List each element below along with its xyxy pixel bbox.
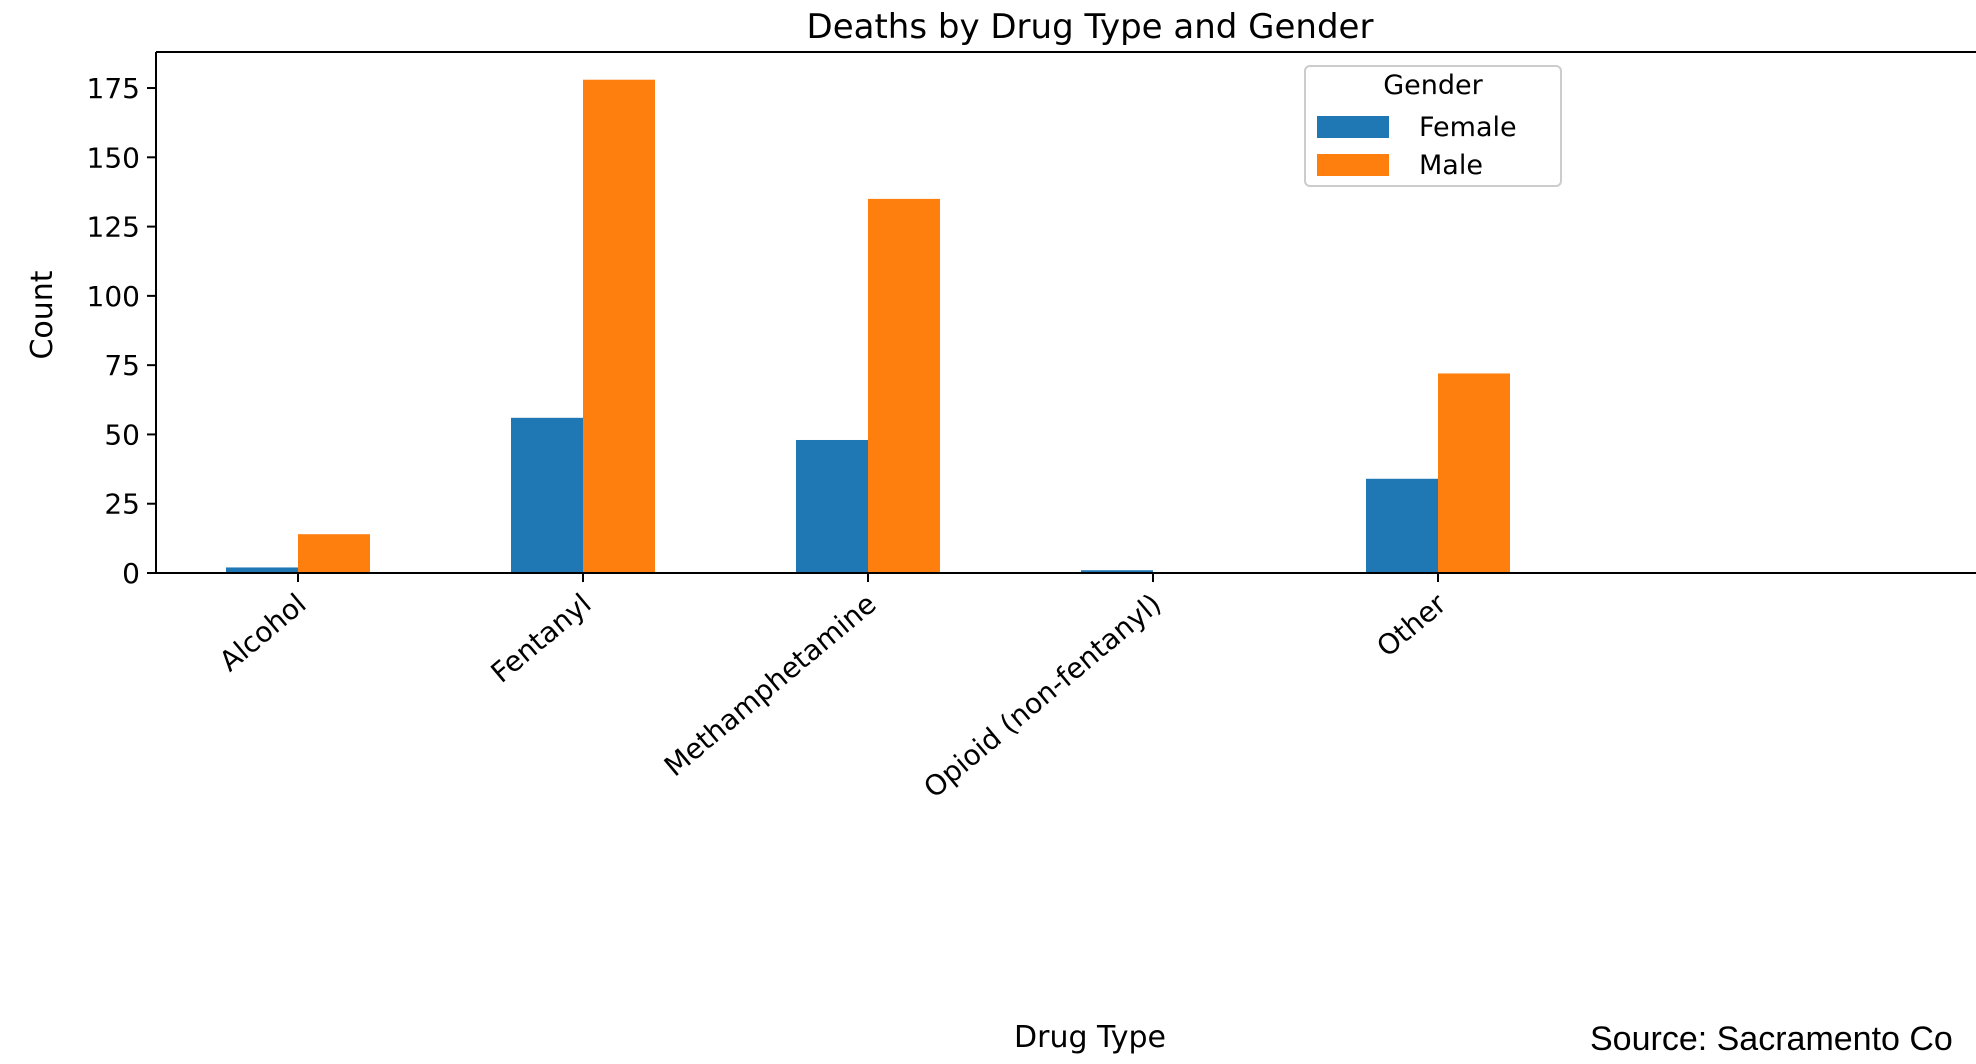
bar-male-other [1438, 373, 1510, 573]
y-tick-label-0: 0 [122, 557, 140, 590]
bar-female-other [1366, 478, 1438, 573]
bar-male-methamphetamine [868, 198, 940, 573]
x-tick-label-other: Other [1370, 587, 1452, 664]
x-tick-label-methamphetamine: Methamphetamine [658, 587, 883, 783]
y-tick-label-75: 75 [104, 349, 140, 382]
chart-title: Deaths by Drug Type and Gender [807, 7, 1374, 47]
legend-label-male: Male [1419, 150, 1483, 181]
y-tick-label-100: 100 [87, 280, 140, 313]
bar-female-fentanyl [511, 417, 583, 573]
source-note: Source: Sacramento Co [1590, 1020, 1953, 1058]
x-tick-label-opioid-non-fentanyl: Opioid (non-fentanyl) [917, 587, 1167, 804]
legend-label-female: Female [1419, 112, 1517, 143]
y-tick-label-125: 125 [87, 211, 140, 244]
y-tick-label-25: 25 [104, 488, 140, 521]
y-axis-label: Count [25, 270, 60, 359]
x-tick-label-alcohol: Alcohol [213, 587, 312, 678]
bar-female-methamphetamine [796, 439, 868, 573]
bar-female-alcohol [226, 567, 298, 573]
y-tick-label-150: 150 [87, 141, 140, 174]
bar-male-fentanyl [583, 79, 655, 573]
y-tick-label-50: 50 [104, 418, 140, 451]
bar-male-alcohol [298, 534, 370, 573]
legend-swatch-female [1317, 116, 1389, 138]
bar-female-opioid-non-fentanyl [1081, 570, 1153, 573]
legend-title: Gender [1383, 70, 1483, 101]
legend-swatch-male [1317, 154, 1389, 176]
y-tick-label-175: 175 [87, 72, 140, 105]
x-axis-label: Drug Type [1014, 1020, 1166, 1055]
x-tick-label-fentanyl: Fentanyl [485, 587, 598, 689]
